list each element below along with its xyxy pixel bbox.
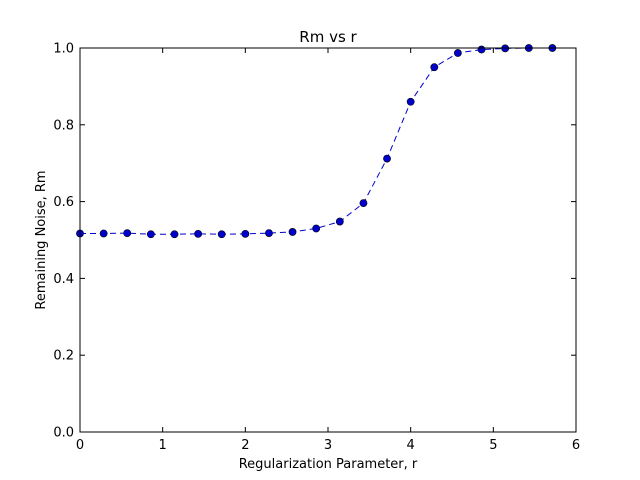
data-point	[99, 229, 108, 238]
data-point	[312, 224, 321, 233]
x-axis-label: Regularization Parameter, r	[239, 457, 418, 472]
data-point	[194, 229, 203, 238]
data-point	[430, 63, 439, 72]
chart-title: Rm vs r	[299, 28, 357, 46]
y-tick-label: 0.8	[53, 118, 74, 133]
data-point	[217, 230, 226, 239]
data-point	[146, 230, 155, 239]
data-point	[453, 49, 462, 57]
x-tick-label: 4	[407, 438, 415, 453]
plot-frame	[79, 47, 577, 433]
plot-area: 0 1 2 3 4 5 6 0.0 0.2 0.4 0.6 0.8 1.0	[53, 42, 580, 454]
data-point	[123, 229, 132, 237]
x-tick-label: 1	[159, 438, 167, 453]
data-point	[477, 45, 486, 54]
data-point	[383, 154, 391, 163]
data-point	[335, 217, 344, 226]
data-point	[406, 97, 415, 106]
y-tick-label: 0.6	[53, 195, 74, 210]
x-tick-label: 2	[241, 438, 249, 453]
x-tick-label: 0	[76, 438, 84, 453]
x-tick-label: 3	[324, 438, 332, 453]
data-point	[359, 199, 368, 208]
data-point	[288, 228, 297, 236]
y-tick-label: 0.0	[53, 426, 74, 441]
x-tick-label: 5	[489, 438, 497, 453]
data-point	[265, 229, 273, 237]
x-tick-label: 6	[572, 438, 580, 453]
y-tick-label: 0.4	[53, 272, 74, 287]
data-point	[170, 230, 179, 239]
y-axis-label: Remaining Noise, Rm	[34, 170, 49, 309]
y-tick-label: 0.2	[53, 349, 74, 364]
y-tick-label: 1.0	[53, 42, 74, 57]
data-point	[241, 229, 250, 238]
